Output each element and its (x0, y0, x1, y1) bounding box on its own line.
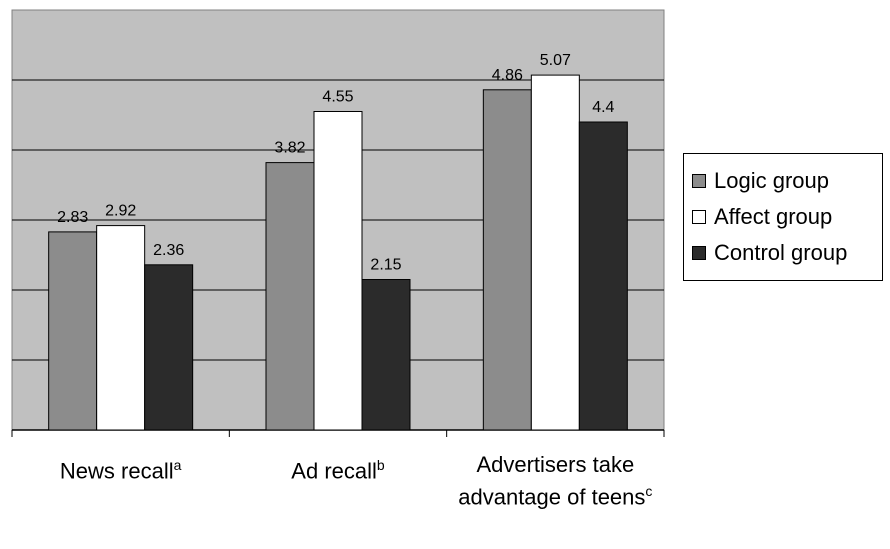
legend-item: Control group (692, 238, 847, 268)
x-tick-label: Advertisers take advantage of teensc (440, 452, 670, 510)
legend-label: Control group (714, 240, 848, 265)
legend-item: Affect group (692, 202, 832, 232)
x-tick-label-text: Ad recall (291, 458, 377, 484)
bar (578, 121, 628, 431)
bar (144, 264, 194, 431)
x-tick-label-superscript: b (376, 457, 385, 473)
legend-swatch (692, 210, 706, 224)
legend: Logic group Affect group Control group (683, 153, 883, 281)
data-label: 2.15 (370, 257, 401, 274)
bar (361, 279, 411, 431)
bar (313, 111, 363, 431)
data-label: 4.86 (492, 67, 523, 84)
x-tick-label-superscript: c (645, 483, 653, 499)
bar (48, 231, 98, 431)
data-label: 4.4 (592, 99, 614, 116)
x-tick-label-superscript: a (173, 457, 182, 473)
bar (265, 162, 315, 431)
x-tick-label: Ad recallb (243, 452, 433, 484)
data-label: 2.36 (153, 242, 184, 259)
data-label: 4.55 (322, 89, 353, 106)
data-label: 5.07 (540, 52, 571, 69)
legend-swatch (692, 246, 706, 260)
x-tick-label-text: News recall (59, 458, 174, 484)
bar (96, 225, 146, 431)
x-tick-label-text: Advertisers take advantage of teens (458, 452, 646, 510)
data-label: 2.92 (105, 203, 136, 220)
legend-swatch (692, 174, 706, 188)
legend-label: Affect group (714, 204, 833, 229)
data-label: 2.83 (57, 209, 88, 226)
legend-item: Logic group (692, 166, 829, 196)
bar (482, 89, 532, 431)
bar (530, 74, 580, 431)
data-label: 3.82 (274, 140, 305, 157)
legend-label: Logic group (714, 168, 829, 193)
x-tick-label: News recalla (26, 452, 216, 484)
